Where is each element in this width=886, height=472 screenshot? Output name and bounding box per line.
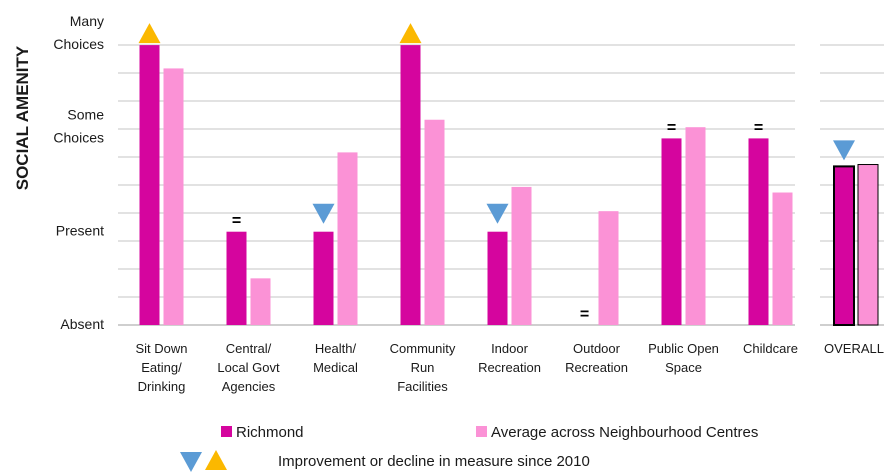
no-change-marker: = — [754, 119, 763, 136]
increase-marker — [205, 450, 227, 470]
legend: Richmond Average across Neighbourhood Cen… — [180, 424, 758, 472]
x-tick-label: Public Open — [648, 341, 719, 356]
y-tick-label: Choices — [53, 129, 104, 145]
bar-richmond — [139, 45, 160, 325]
y-tick-label: Some — [67, 106, 104, 122]
x-tick-label: Outdoor — [573, 341, 621, 356]
x-tick-label: Facilities — [397, 379, 448, 394]
no-change-marker: = — [667, 119, 676, 136]
bars — [139, 45, 879, 326]
bar-richmond — [400, 45, 421, 325]
bar-average — [424, 119, 445, 326]
y-tick-label: Many — [70, 13, 104, 29]
bar-average — [337, 152, 358, 325]
decrease-marker — [312, 203, 335, 224]
bar-richmond — [226, 231, 247, 325]
legend-label-change-markers: Improvement or decline in measure since … — [278, 453, 590, 470]
change-markers: = = = = — [138, 23, 855, 323]
grid-lines — [118, 44, 884, 326]
decrease-marker — [833, 140, 855, 161]
axis-labels: Absent Present Some Choices Many Choices Sit D… — [53, 13, 884, 394]
increase-marker — [399, 23, 422, 44]
bar-richmond — [313, 231, 334, 325]
bar-average — [250, 278, 271, 325]
y-axis-label: SOCIAL AMENITY — [13, 45, 32, 190]
legend-label-richmond: Richmond — [236, 424, 304, 441]
x-tick-label: Recreation — [478, 360, 541, 375]
bar-overall-richmond — [833, 165, 855, 326]
bar-average — [772, 192, 793, 325]
x-tick-label: Run — [411, 360, 435, 375]
bar-richmond — [487, 231, 508, 325]
x-tick-label: Recreation — [565, 360, 628, 375]
bar-average — [685, 127, 706, 325]
bar-overall-average — [857, 164, 879, 326]
x-tick-label: Agencies — [222, 379, 276, 394]
legend-label-average: Average across Neighbourhood Centres — [491, 424, 758, 441]
bar-average — [163, 68, 184, 326]
x-tick-label: Eating/ — [141, 360, 182, 375]
x-tick-label: Indoor — [491, 341, 529, 356]
bar-richmond — [661, 138, 682, 325]
increase-marker — [138, 23, 161, 44]
bar-average — [598, 211, 619, 325]
x-tick-label: Childcare — [743, 341, 798, 356]
x-tick-label: Local Govt — [217, 360, 280, 375]
x-tick-label: Sit Down — [135, 341, 187, 356]
x-tick-label: Community — [390, 341, 456, 356]
y-tick-label: Choices — [53, 36, 104, 52]
bar-richmond — [748, 138, 769, 325]
y-tick-label: Present — [56, 223, 104, 239]
legend-swatch-average — [476, 426, 487, 437]
x-tick-label: Health/ — [315, 341, 357, 356]
legend-swatch-richmond — [221, 426, 232, 437]
bar-average — [511, 186, 532, 325]
x-tick-label: Space — [665, 360, 702, 375]
x-tick-label: Drinking — [138, 379, 186, 394]
x-tick-label: Medical — [313, 360, 358, 375]
decrease-marker — [486, 203, 509, 224]
x-tick-label: Central/ — [226, 341, 272, 356]
no-change-marker: = — [232, 213, 241, 230]
decrease-marker — [180, 452, 202, 472]
x-tick-label-overall: OVERALL — [824, 341, 884, 356]
no-change-marker: = — [580, 306, 589, 323]
y-tick-label: Absent — [60, 316, 104, 332]
